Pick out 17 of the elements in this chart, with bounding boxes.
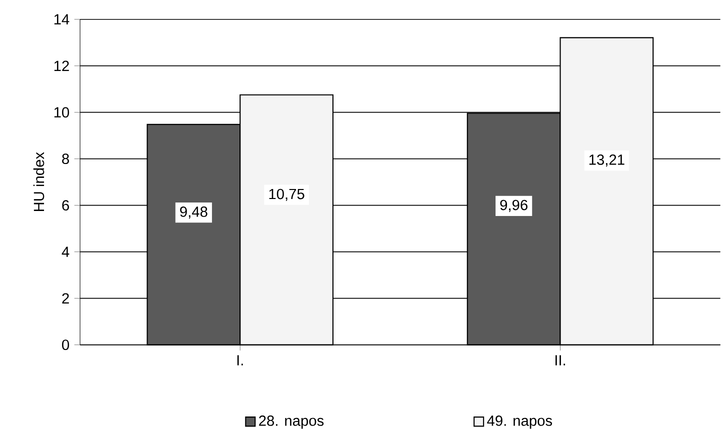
y-tick-label: 14 bbox=[54, 14, 70, 24]
legend-label: 28. napos bbox=[259, 415, 324, 429]
y-tick-label: 12 bbox=[54, 60, 69, 71]
y-tick-label: 8 bbox=[62, 154, 69, 164]
y-axis-title: HU index bbox=[33, 152, 44, 211]
data-label: 10,75 bbox=[269, 188, 304, 201]
x-tick-label: II. bbox=[556, 355, 566, 366]
data-label: 13,21 bbox=[589, 154, 624, 167]
x-tick-label: I. bbox=[237, 355, 243, 366]
y-tick-label: 0 bbox=[62, 340, 70, 350]
data-label: 9,96 bbox=[500, 200, 528, 212]
y-tick-label: 4 bbox=[62, 246, 70, 257]
legend-label: 49. napos bbox=[487, 415, 552, 429]
data-label: 9,48 bbox=[180, 206, 208, 219]
y-tick-label: 2 bbox=[62, 293, 69, 304]
y-tick-label: 6 bbox=[62, 200, 69, 210]
y-tick-label: 10 bbox=[54, 107, 70, 118]
